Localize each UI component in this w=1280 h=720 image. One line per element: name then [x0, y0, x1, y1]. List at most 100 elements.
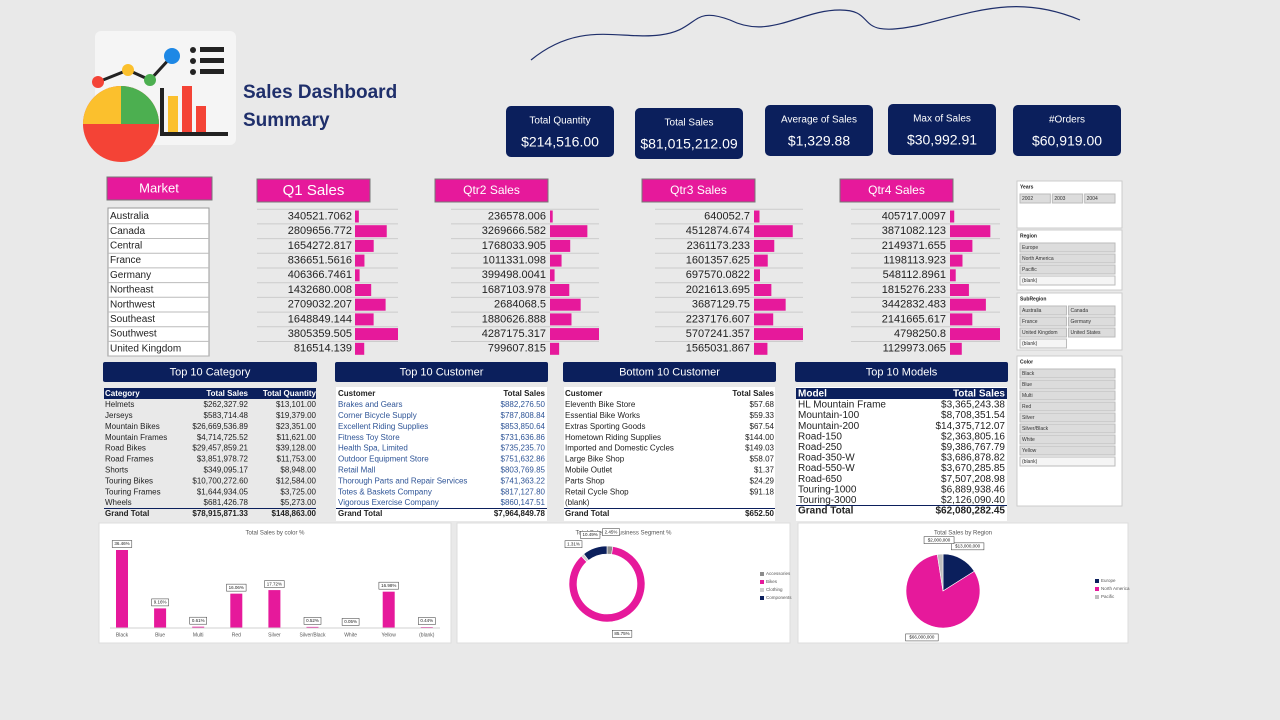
data-label-box [564, 540, 583, 548]
legend-label: Bikes [766, 579, 778, 584]
slicer-item[interactable] [1019, 305, 1067, 316]
table-cell: Mountain Frames [105, 433, 167, 442]
kpi-value: $81,015,212.09 [640, 136, 738, 152]
quarter-value: 3687129.75 [692, 299, 750, 311]
quarter-value: 1129973.065 [883, 343, 946, 355]
data-label: $2,000,000 [928, 537, 951, 542]
data-label-box [189, 616, 207, 625]
slicer-item-label: (blank) [1022, 278, 1038, 284]
data-label: 17.72% [267, 581, 282, 586]
bar [382, 591, 395, 628]
slicer-item[interactable] [1068, 316, 1116, 327]
slicer-item[interactable] [1019, 338, 1067, 349]
slicer-item[interactable] [1019, 434, 1116, 445]
slicer-item[interactable] [1019, 327, 1067, 338]
table-cell: Mountain-100 [798, 410, 860, 421]
table-cell: Parts Shop [565, 476, 605, 485]
slicer-item[interactable] [1019, 379, 1116, 390]
table-cell: Jerseys [105, 411, 133, 420]
table-header-row [796, 388, 1007, 399]
table-cell: Road-150 [798, 431, 842, 442]
table-cell: $8,708,351.54 [941, 410, 1005, 421]
kpi-value: $60,919.00 [1032, 133, 1102, 149]
x-tick-label: Multi [193, 632, 204, 638]
quarter-value: 405717.0097 [882, 210, 946, 222]
title-line: Sales Dashboard [243, 82, 397, 103]
data-bar [550, 284, 570, 296]
data-bar [355, 239, 374, 252]
data-bar [550, 254, 562, 267]
data-bar [550, 210, 553, 223]
slicer-item[interactable] [1019, 456, 1116, 467]
quarter-value: 2237176.607 [686, 313, 750, 325]
slicer-item[interactable] [1019, 264, 1116, 275]
quarter-value: 340521.7062 [288, 210, 352, 222]
quarter-value: 2021613.695 [686, 284, 750, 296]
table-cell: $1.37 [754, 466, 775, 475]
kpi-value: $30,992.91 [907, 132, 977, 148]
data-bar [355, 328, 398, 341]
table-cell: $11,753.00 [277, 455, 317, 464]
table-cell: Essential Bike Works [565, 411, 640, 420]
slicer-item[interactable] [1051, 193, 1084, 204]
data-bar [355, 254, 365, 267]
table-cell: Large Bike Shop [565, 455, 625, 464]
slicer-title: Color [1020, 359, 1033, 365]
table-cell: Touring-3000 [798, 495, 857, 506]
slicer-item[interactable] [1019, 401, 1116, 412]
data-label: 85.75% [614, 631, 629, 636]
slicer-item[interactable] [1019, 316, 1067, 327]
slicer-item[interactable] [1019, 368, 1116, 379]
table-cell: $2,363,805.16 [941, 431, 1005, 442]
slicer-item[interactable] [1019, 445, 1116, 456]
table-cell: Hometown Riding Supplies [565, 433, 661, 442]
quarter-value: 399498.0041 [482, 269, 546, 281]
kpi-value: $1,329.88 [788, 133, 850, 149]
quarter-value: 3871082.123 [882, 225, 946, 237]
data-bar [550, 313, 572, 326]
data-bar [355, 298, 386, 311]
legend-label: Accessories [766, 571, 791, 576]
data-label-box [341, 618, 360, 626]
data-bar [550, 269, 555, 282]
slicer-item[interactable] [1068, 305, 1116, 316]
slicer-item[interactable] [1068, 327, 1116, 338]
slicer-item[interactable] [1019, 423, 1116, 434]
kpi-label: Total Quantity [529, 116, 590, 127]
data-label: 10.49% [583, 532, 598, 537]
quarter-value: 1654272.817 [288, 240, 352, 252]
x-tick-label: Yellow [382, 632, 397, 638]
data-bar [754, 254, 768, 267]
x-tick-label: Silver [268, 632, 281, 638]
data-bar [550, 225, 588, 238]
data-bar [950, 225, 991, 238]
bar [306, 626, 319, 628]
data-bar [355, 225, 387, 238]
slicer-item[interactable] [1019, 412, 1116, 423]
slicer-item-label: White [1022, 437, 1035, 443]
logo [83, 31, 236, 162]
table-cell: $13,101.00 [276, 400, 317, 409]
table-cell: Outdoor Equipment Store [338, 455, 429, 464]
slicer-item[interactable] [1019, 253, 1116, 264]
table-total: $148,863.00 [272, 509, 317, 518]
table-cell: Mountain Bikes [105, 422, 160, 431]
slicer-item[interactable] [1084, 193, 1116, 204]
quarter-value: 816514.139 [294, 343, 352, 355]
slice [583, 545, 608, 561]
slicer-item[interactable] [1019, 390, 1116, 401]
data-label: $66,000,000 [909, 635, 935, 640]
table-cell: $681,426.78 [204, 498, 249, 507]
table-cell: $4,714,725.52 [197, 433, 249, 442]
market-item: United Kingdom [110, 343, 181, 354]
table-header-row [104, 388, 316, 399]
legend-swatch [1095, 595, 1099, 599]
market-item: Southwest [110, 329, 157, 340]
legend-label: Pacific [1101, 594, 1115, 599]
data-bar [754, 298, 786, 311]
slicer-item[interactable] [1019, 242, 1116, 253]
slice [905, 554, 981, 629]
slicer-item[interactable] [1019, 275, 1116, 286]
slicer-item[interactable] [1019, 193, 1051, 204]
